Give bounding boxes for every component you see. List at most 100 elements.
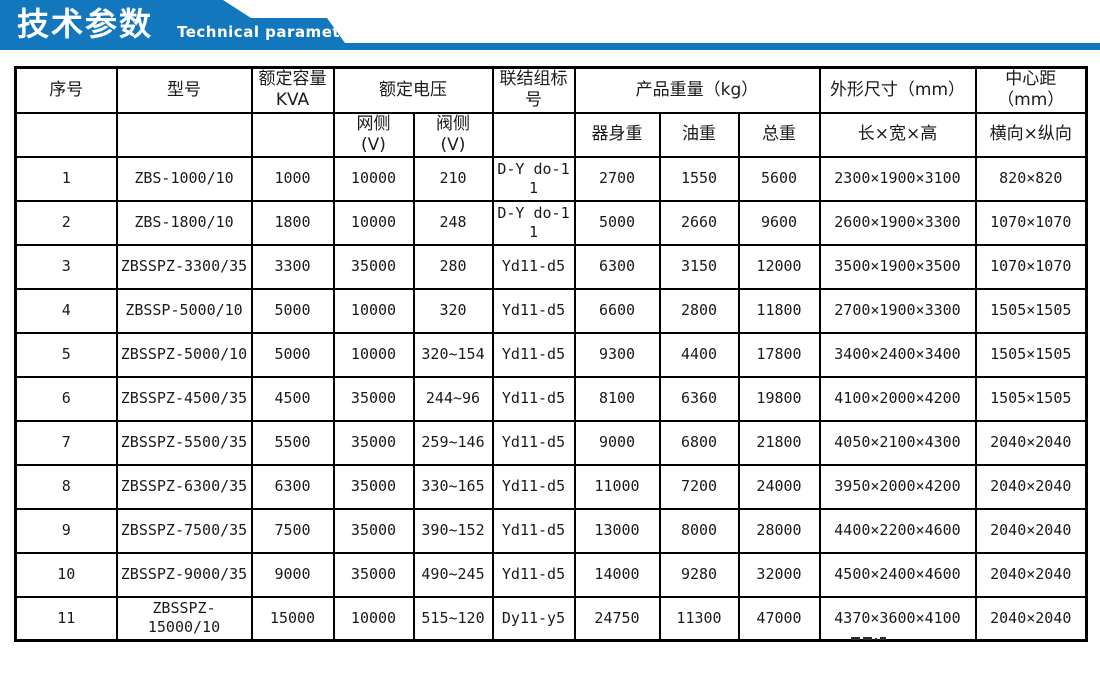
cell-vector: Yd11-d5 <box>491 463 576 510</box>
table-row: 3 ZBSSPZ-3300/35 3300 35000 280 Yd11-d5 6300 31… <box>14 243 1088 290</box>
cell-no: 10 <box>14 551 118 598</box>
banner-ribbon-shape: 技术参数 Technical parameter <box>0 0 1100 50</box>
cell-oil_w: 6800 <box>658 419 740 466</box>
cell-no: 6 <box>14 375 118 422</box>
cell-oil_w: 9280 <box>658 551 740 598</box>
header-empty-cell <box>250 111 335 158</box>
cell-total_w: 21800 <box>737 419 821 466</box>
cell-body_w: 6300 <box>573 243 661 290</box>
cell-model: ZBSSPZ-6300/35 <box>115 463 253 510</box>
cell-total_w: 24000 <box>737 463 821 510</box>
cell-capacity: 4500 <box>250 375 335 422</box>
banner-title-en: Technical parameter <box>177 23 359 41</box>
table-row: 9 ZBSSPZ-7500/35 7500 35000 390~152 Yd11-d5 13… <box>14 507 1088 554</box>
cell-oil_w: 8000 <box>658 507 740 554</box>
cell-valve_v: 320~154 <box>412 331 494 378</box>
cell-grid_v: 35000 <box>332 375 415 422</box>
cell-total_w: 47000 <box>737 595 821 642</box>
cell-oil_w: 11300 <box>658 595 740 642</box>
cell-oil_w: 7200 <box>658 463 740 510</box>
cell-body_w: 14000 <box>573 551 661 598</box>
cell-body_w: 6600 <box>573 287 661 334</box>
cell-vector: Dy11-y5 <box>491 595 576 642</box>
header-row-top: 序号 型号 额定容量 KVA 额定电压 联结组标号 产品重量（kg） 外形尺寸（… <box>14 66 1088 114</box>
cell-valve_v: 259~146 <box>412 419 494 466</box>
cell-capacity: 5500 <box>250 419 335 466</box>
header-capacity: 额定容量 KVA <box>250 66 335 114</box>
header-center-distance-sub: 横向×纵向 <box>974 111 1088 158</box>
header-empty-cell <box>115 111 253 158</box>
cell-grid_v: 35000 <box>332 507 415 554</box>
cell-body_w: 5000 <box>573 199 661 246</box>
cell-valve_v: 210 <box>412 155 494 202</box>
header-row-sub: 网侧 (V) 阀侧 (V) 器身重 油重 总重 长×宽×高 横向×纵向 <box>14 111 1088 158</box>
cell-model: ZBSSPZ-4500/35 <box>115 375 253 422</box>
header-oil-weight: 油重 <box>658 111 740 158</box>
cell-vector: Yd11-d5 <box>491 419 576 466</box>
cell-dims: 3400×2400×3400 <box>818 331 977 378</box>
table-row: 7 ZBSSPZ-5500/35 5500 35000 259~146 Yd11-d5 90… <box>14 419 1088 466</box>
cell-grid_v: 10000 <box>332 287 415 334</box>
header-body-weight: 器身重 <box>573 111 661 158</box>
cell-capacity: 1000 <box>250 155 335 202</box>
cell-dims: 4370×3600×4100 <box>818 595 977 642</box>
table-row: 5 ZBSSPZ-5000/10 5000 10000 320~154 Yd11-d5 93… <box>14 331 1088 378</box>
cell-dims: 4400×2200×4600 <box>818 507 977 554</box>
cell-grid_v: 10000 <box>332 199 415 246</box>
cell-valve_v: 490~245 <box>412 551 494 598</box>
cell-oil_w: 3150 <box>658 243 740 290</box>
cell-oil_w: 1550 <box>658 155 740 202</box>
header-valve-side: 阀侧 (V) <box>412 111 494 158</box>
cell-valve_v: 320 <box>412 287 494 334</box>
cell-center: 1505×1505 <box>974 375 1088 422</box>
cell-no: 4 <box>14 287 118 334</box>
cell-dims: 4050×2100×4300 <box>818 419 977 466</box>
cell-capacity: 9000 <box>250 551 335 598</box>
cell-vector: Yd11-d5 <box>491 551 576 598</box>
header-vector-group: 联结组标号 <box>491 66 576 114</box>
cell-dims: 2700×1900×3300 <box>818 287 977 334</box>
cell-total_w: 17800 <box>737 331 821 378</box>
cell-oil_w: 2800 <box>658 287 740 334</box>
table-row: 8 ZBSSPZ-6300/35 6300 35000 330~165 Yd11-d5 11… <box>14 463 1088 510</box>
cell-grid_v: 10000 <box>332 331 415 378</box>
cell-center: 2040×2040 <box>974 463 1088 510</box>
cell-vector: Yd11-d5 <box>491 507 576 554</box>
cell-body_w: 8100 <box>573 375 661 422</box>
cell-dims: 4100×2000×4200 <box>818 375 977 422</box>
cell-total_w: 11800 <box>737 287 821 334</box>
cell-dims: 3500×1900×3500 <box>818 243 977 290</box>
cell-no: 9 <box>14 507 118 554</box>
cell-body_w: 9300 <box>573 331 661 378</box>
cell-model: ZBSSPZ-5500/35 <box>115 419 253 466</box>
cell-center: 1505×1505 <box>974 287 1088 334</box>
cell-center: 2040×2040 <box>974 551 1088 598</box>
banner-title-zh: 技术参数 <box>17 5 154 43</box>
table-row: 10 ZBSSPZ-9000/35 9000 35000 490~245 Yd11-d5 1… <box>14 551 1088 598</box>
header-voltage: 额定电压 <box>332 66 494 114</box>
cell-valve_v: 330~165 <box>412 463 494 510</box>
cell-center: 1070×1070 <box>974 199 1088 246</box>
cell-model: ZBS-1000/10 <box>115 155 253 202</box>
cell-valve_v: 390~152 <box>412 507 494 554</box>
cell-grid_v: 35000 <box>332 463 415 510</box>
cell-capacity: 5000 <box>250 331 335 378</box>
cell-total_w: 19800 <box>737 375 821 422</box>
cell-center: 2040×2040 <box>974 507 1088 554</box>
cell-model: ZBS-1800/10 <box>115 199 253 246</box>
cell-grid_v: 10000 <box>332 155 415 202</box>
cell-capacity: 7500 <box>250 507 335 554</box>
cell-total_w: 32000 <box>737 551 821 598</box>
cell-no: 7 <box>14 419 118 466</box>
title-banner: 技术参数 Technical parameter <box>0 0 1100 50</box>
cell-capacity: 1800 <box>250 199 335 246</box>
cell-no: 5 <box>14 331 118 378</box>
cell-no: 2 <box>14 199 118 246</box>
cell-dims: 2300×1900×3100 <box>818 155 977 202</box>
table-row: 1 ZBS-1000/10 1000 10000 210 D-Y do-11 2700 155… <box>14 155 1088 202</box>
table-row: 11 ZBSSPZ-15000/10 15000 10000 515~120 Dy11-y… <box>14 595 1088 642</box>
cell-model: ZBSSPZ-3300/35 <box>115 243 253 290</box>
cell-valve_v: 515~120 <box>412 595 494 642</box>
cell-model: ZBSSPZ-7500/35 <box>115 507 253 554</box>
table-row: 4 ZBSSP-5000/10 5000 10000 320 Yd11-d5 6600 280… <box>14 287 1088 334</box>
